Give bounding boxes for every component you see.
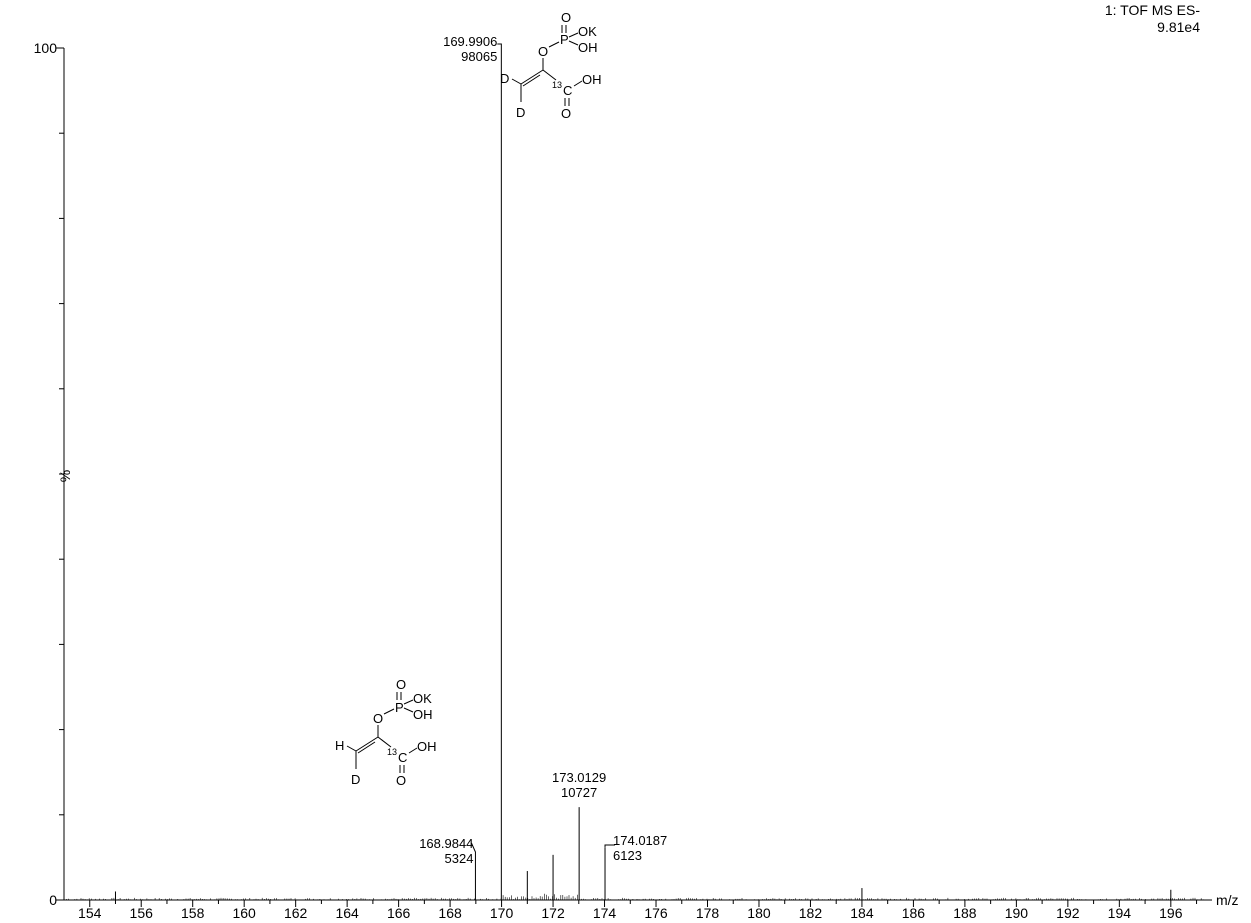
peak-label-int-5324: 5324: [445, 851, 474, 866]
structure-bottom: O P OK OH O H D 13 C OH O: [335, 677, 437, 788]
struct-bottom-p: P: [395, 700, 404, 715]
x-tick-label-168: 168: [438, 905, 462, 921]
x-tick-label-196: 196: [1159, 905, 1183, 921]
x-tick-label-186: 186: [902, 905, 926, 921]
leader-168-9844: [470, 842, 476, 854]
x-tick-label-184: 184: [850, 905, 874, 921]
y-tick-label-0: 0: [49, 892, 57, 908]
peak-label-int-6123: 6123: [613, 848, 642, 863]
peak-label-mz-173-0129: 173.0129: [552, 770, 606, 785]
peak-label-mz-168-9844: 168.9844: [419, 836, 473, 851]
structure-top: O P OK OH O D D 13 C OH O: [500, 10, 602, 121]
x-tick-label-172: 172: [541, 905, 565, 921]
struct-bottom-o-top: O: [396, 677, 406, 692]
x-tick-label-156: 156: [130, 905, 154, 921]
peak-label-int-98065: 98065: [461, 49, 497, 64]
struct-top-o-top: O: [561, 10, 571, 25]
x-tick-label-194: 194: [1108, 905, 1132, 921]
peaks: [114, 48, 1172, 900]
struct-top-c: C: [563, 83, 572, 98]
x-tick-label-190: 190: [1005, 905, 1029, 921]
peak-label-mz-169-9906: 169.9906: [443, 34, 497, 49]
x-tick-label-176: 176: [644, 905, 668, 921]
noise-path: [66, 893, 1204, 900]
struct-bottom-c13: 13: [387, 747, 397, 757]
x-tick-label-182: 182: [799, 905, 823, 921]
struct-bottom-d: D: [351, 772, 360, 787]
peak-label-mz-174-0187: 174.0187: [613, 833, 667, 848]
leader-174-0187: [604, 844, 616, 848]
leader-169-9906: [497, 43, 502, 48]
struct-bottom-ok: OK: [413, 691, 432, 706]
struct-bottom-o-bottom: O: [396, 773, 406, 788]
chart-title: 1: TOF MS ES-: [1105, 2, 1201, 18]
x-tick-label-188: 188: [953, 905, 977, 921]
y-axis-label: %: [57, 470, 73, 482]
chart-subtitle: 9.81e4: [1157, 19, 1200, 35]
x-tick-label-166: 166: [387, 905, 411, 921]
struct-bottom-o-left: O: [373, 711, 383, 726]
x-ticks: 154 156 158 160 162 164 166 168 170 172 174 176 178 1…: [78, 900, 1198, 921]
x-tick-label-178: 178: [696, 905, 720, 921]
struct-bottom-oh-c: OH: [417, 739, 437, 754]
x-tick-label-162: 162: [284, 905, 308, 921]
struct-top-c13: 13: [552, 80, 562, 90]
struct-top-o-bottom: O: [561, 106, 571, 121]
struct-top-p: P: [560, 32, 569, 47]
x-tick-label-154: 154: [78, 905, 102, 921]
x-tick-label-160: 160: [232, 905, 256, 921]
struct-top-d1: D: [500, 71, 509, 86]
x-tick-label-180: 180: [747, 905, 771, 921]
struct-top-o-left: O: [538, 44, 548, 59]
y-ticks: [56, 47, 64, 901]
struct-top-d2: D: [516, 105, 525, 120]
struct-top-ok: OK: [578, 24, 597, 39]
x-tick-label-170: 170: [490, 905, 514, 921]
x-tick-label-164: 164: [335, 905, 359, 921]
x-tick-label-158: 158: [181, 905, 205, 921]
peak-label-int-10727: 10727: [561, 785, 597, 800]
struct-top-oh-c: OH: [582, 72, 602, 87]
y-tick-label-100: 100: [34, 40, 58, 56]
baseline-noise: [66, 893, 1204, 900]
x-axis-label: m/z: [1216, 892, 1239, 908]
x-tick-label-174: 174: [593, 905, 617, 921]
struct-bottom-oh-p: OH: [413, 707, 433, 722]
struct-top-oh-p: OH: [578, 40, 598, 55]
struct-bottom-c: C: [398, 750, 407, 765]
struct-bottom-h: H: [335, 738, 344, 753]
x-tick-label-192: 192: [1056, 905, 1080, 921]
